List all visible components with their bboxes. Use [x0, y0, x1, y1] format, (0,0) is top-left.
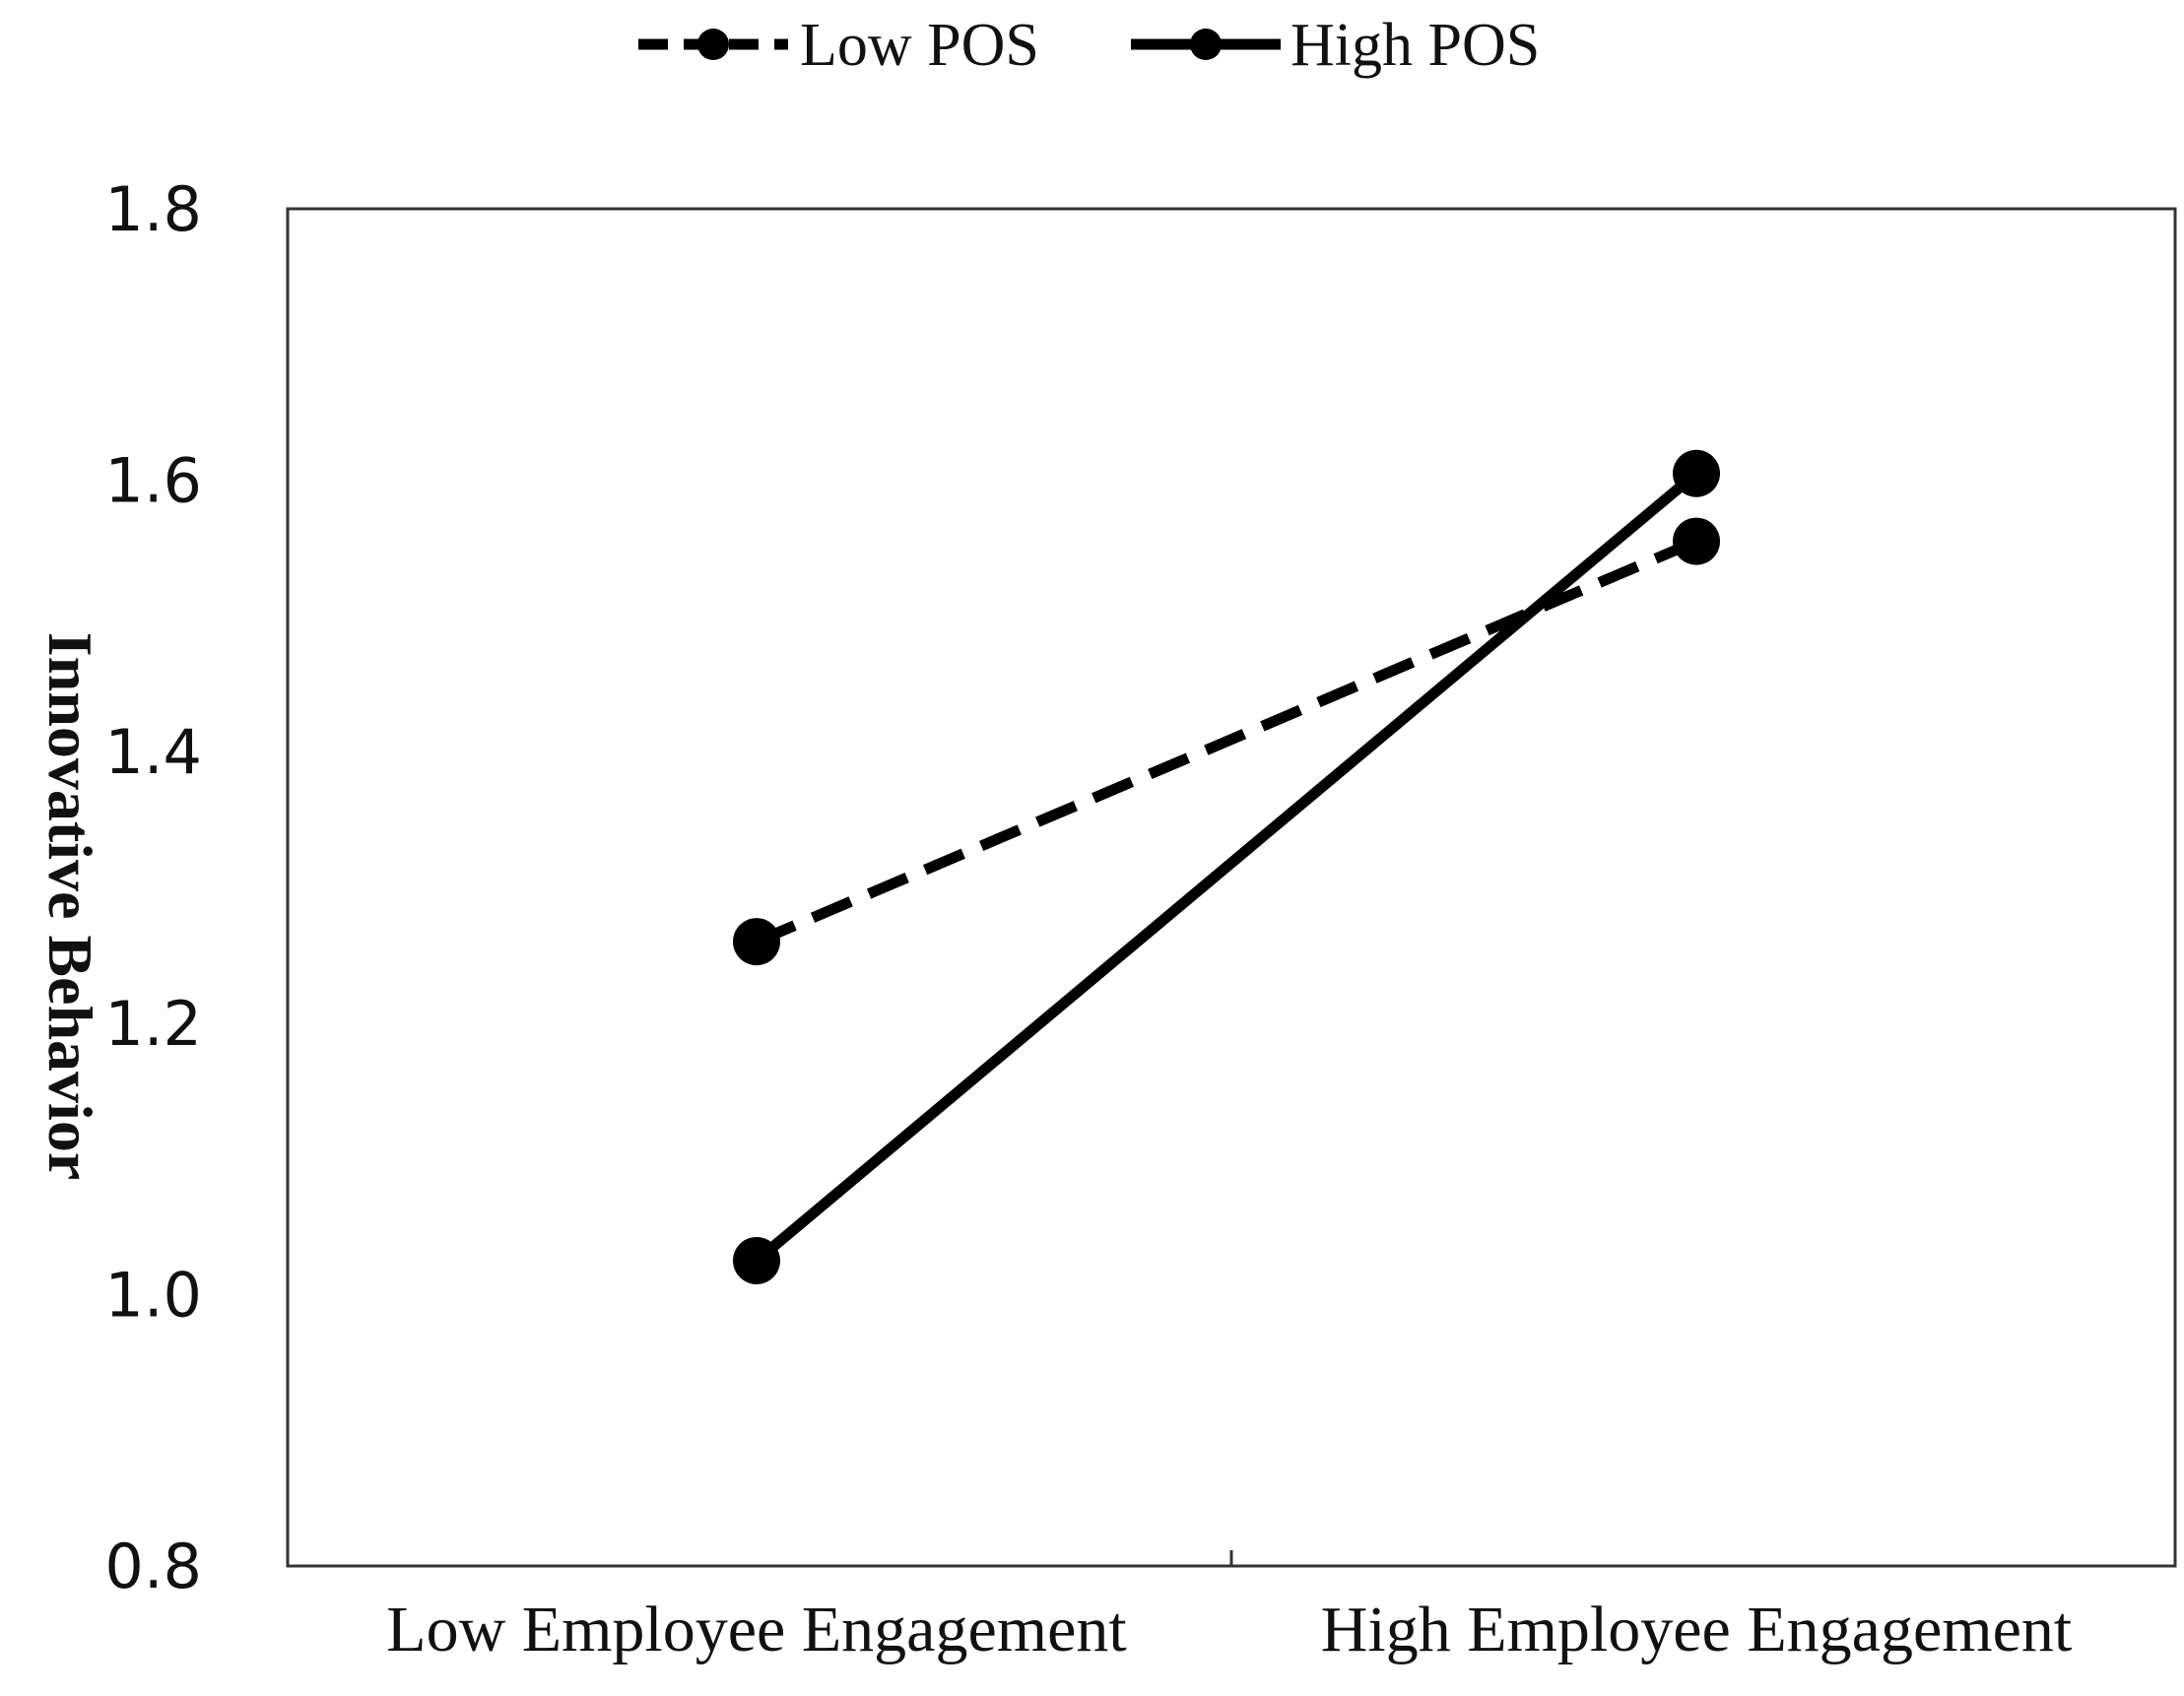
data-point: [733, 1236, 780, 1284]
y-tick-label: 1.6: [104, 445, 202, 517]
chart-legend: Low POS High POS: [638, 12, 1540, 79]
legend-item-low-pos: Low POS: [638, 12, 1039, 79]
y-axis-ticks: 0.8 1.0 1.2 1.4 1.6 1.8: [104, 173, 202, 1602]
x-axis-ticks: Low Employee Engagement High Employee Eng…: [386, 1550, 2072, 1665]
x-category-label: High Employee Engagement: [1321, 1594, 2072, 1665]
y-tick-label: 1.0: [104, 1259, 202, 1331]
legend-marker-low-pos: [697, 29, 729, 60]
legend-label-high-pos: High POS: [1291, 12, 1540, 79]
y-tick-label: 1.8: [104, 173, 202, 245]
plot-area-frame: [286, 207, 2177, 1568]
series-line: [754, 536, 1699, 947]
data-point: [1673, 449, 1720, 497]
legend-label-low-pos: Low POS: [800, 12, 1039, 79]
series-line: [753, 469, 1700, 1266]
x-category-label: Low Employee Engagement: [386, 1594, 1126, 1665]
data-point: [1673, 517, 1720, 565]
y-axis-label: Innovative Behavior: [35, 632, 105, 1180]
data-point: [733, 918, 780, 966]
legend-marker-high-pos: [1190, 29, 1222, 60]
series-low-pos: [733, 517, 1720, 966]
chart-series: [733, 449, 1720, 1284]
y-tick-label: 0.8: [104, 1531, 202, 1602]
legend-item-high-pos: High POS: [1131, 12, 1540, 79]
y-tick-label: 1.4: [104, 716, 202, 788]
series-high-pos: [733, 449, 1720, 1284]
y-tick-label: 1.2: [104, 988, 202, 1060]
